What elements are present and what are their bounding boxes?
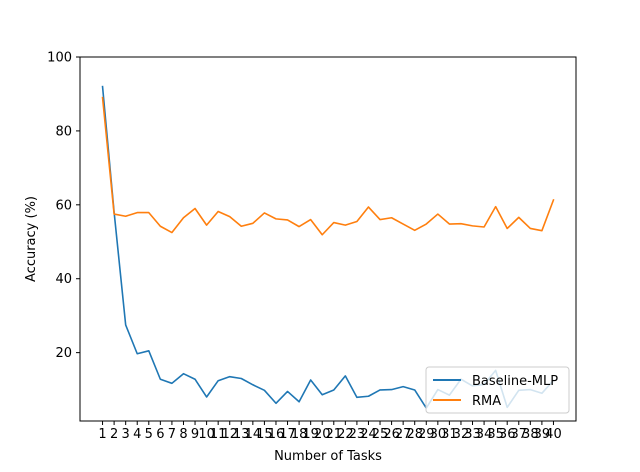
series-line-rma <box>101 96 555 236</box>
x-tick-label: 25 <box>372 427 389 442</box>
x-tick-label: 10 <box>198 427 215 442</box>
y-axis-label: Accuracy (%) <box>24 196 39 282</box>
x-tick-label: 40 <box>545 427 562 442</box>
x-tick-label: 14 <box>245 427 262 442</box>
x-tick-label: 23 <box>349 427 366 442</box>
x-tick-label: 35 <box>487 427 504 442</box>
plot-area <box>79 56 577 422</box>
x-tick-label: 9 <box>191 427 199 442</box>
x-tick-label: 20 <box>314 427 331 442</box>
x-tick-label: 27 <box>395 427 412 442</box>
y-tick-label: 80 <box>55 124 72 139</box>
x-tick-label: 18 <box>291 427 308 442</box>
x-tick-label: 24 <box>360 427 377 442</box>
x-tick-label: 21 <box>326 427 343 442</box>
x-tick-label: 28 <box>406 427 423 442</box>
y-tick-label: 20 <box>55 346 72 361</box>
y-tick-label: 40 <box>55 272 72 287</box>
x-tick-label: 3 <box>122 427 130 442</box>
x-tick-label: 13 <box>233 427 250 442</box>
x-tick-label: 7 <box>168 427 176 442</box>
x-tick-label: 36 <box>499 427 516 442</box>
x-tick-label: 33 <box>464 427 481 442</box>
x-tick-label: 1 <box>98 427 106 442</box>
x-tick-label: 39 <box>534 427 551 442</box>
x-tick-label: 12 <box>221 427 238 442</box>
x-tick-label: 32 <box>453 427 470 442</box>
x-tick-label: 2 <box>110 427 118 442</box>
x-tick-label: 34 <box>476 427 493 442</box>
x-tick-label: 29 <box>418 427 435 442</box>
x-tick-label: 38 <box>522 427 539 442</box>
y-axis-ticks: 20 40 60 80 100 <box>47 51 80 361</box>
x-tick-label: 30 <box>430 427 447 442</box>
legend: Baseline-MLP RMA <box>425 366 570 414</box>
x-tick-label: 5 <box>145 427 153 442</box>
legend-label-rma: RMA <box>472 394 501 409</box>
legend-label-baseline-mlp: Baseline-MLP <box>472 374 558 389</box>
legend-box <box>425 366 570 414</box>
y-tick-label: 100 <box>47 51 72 66</box>
x-axis-ticks: 1 2 3 4 5 6 7 8 9 1011121314151617181920212223242… <box>98 421 562 442</box>
x-tick-label: 31 <box>441 427 458 442</box>
x-tick-label: 8 <box>179 427 187 442</box>
x-tick-label: 11 <box>210 427 227 442</box>
x-axis-label: Number of Tasks <box>274 449 382 464</box>
y-tick-label: 60 <box>55 198 72 213</box>
x-tick-label: 4 <box>133 427 141 442</box>
x-tick-label: 16 <box>268 427 285 442</box>
x-tick-label: 37 <box>510 427 527 442</box>
x-tick-label: 26 <box>383 427 400 442</box>
x-tick-label: 17 <box>279 427 296 442</box>
x-tick-label: 15 <box>256 427 273 442</box>
axes-background <box>80 57 576 421</box>
x-tick-label: 19 <box>302 427 319 442</box>
x-tick-label: 6 <box>156 427 164 442</box>
axes-frame <box>79 56 577 422</box>
x-tick-label: 22 <box>337 427 354 442</box>
